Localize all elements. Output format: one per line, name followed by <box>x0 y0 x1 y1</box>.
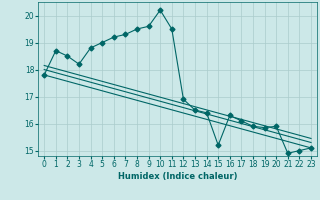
X-axis label: Humidex (Indice chaleur): Humidex (Indice chaleur) <box>118 172 237 181</box>
